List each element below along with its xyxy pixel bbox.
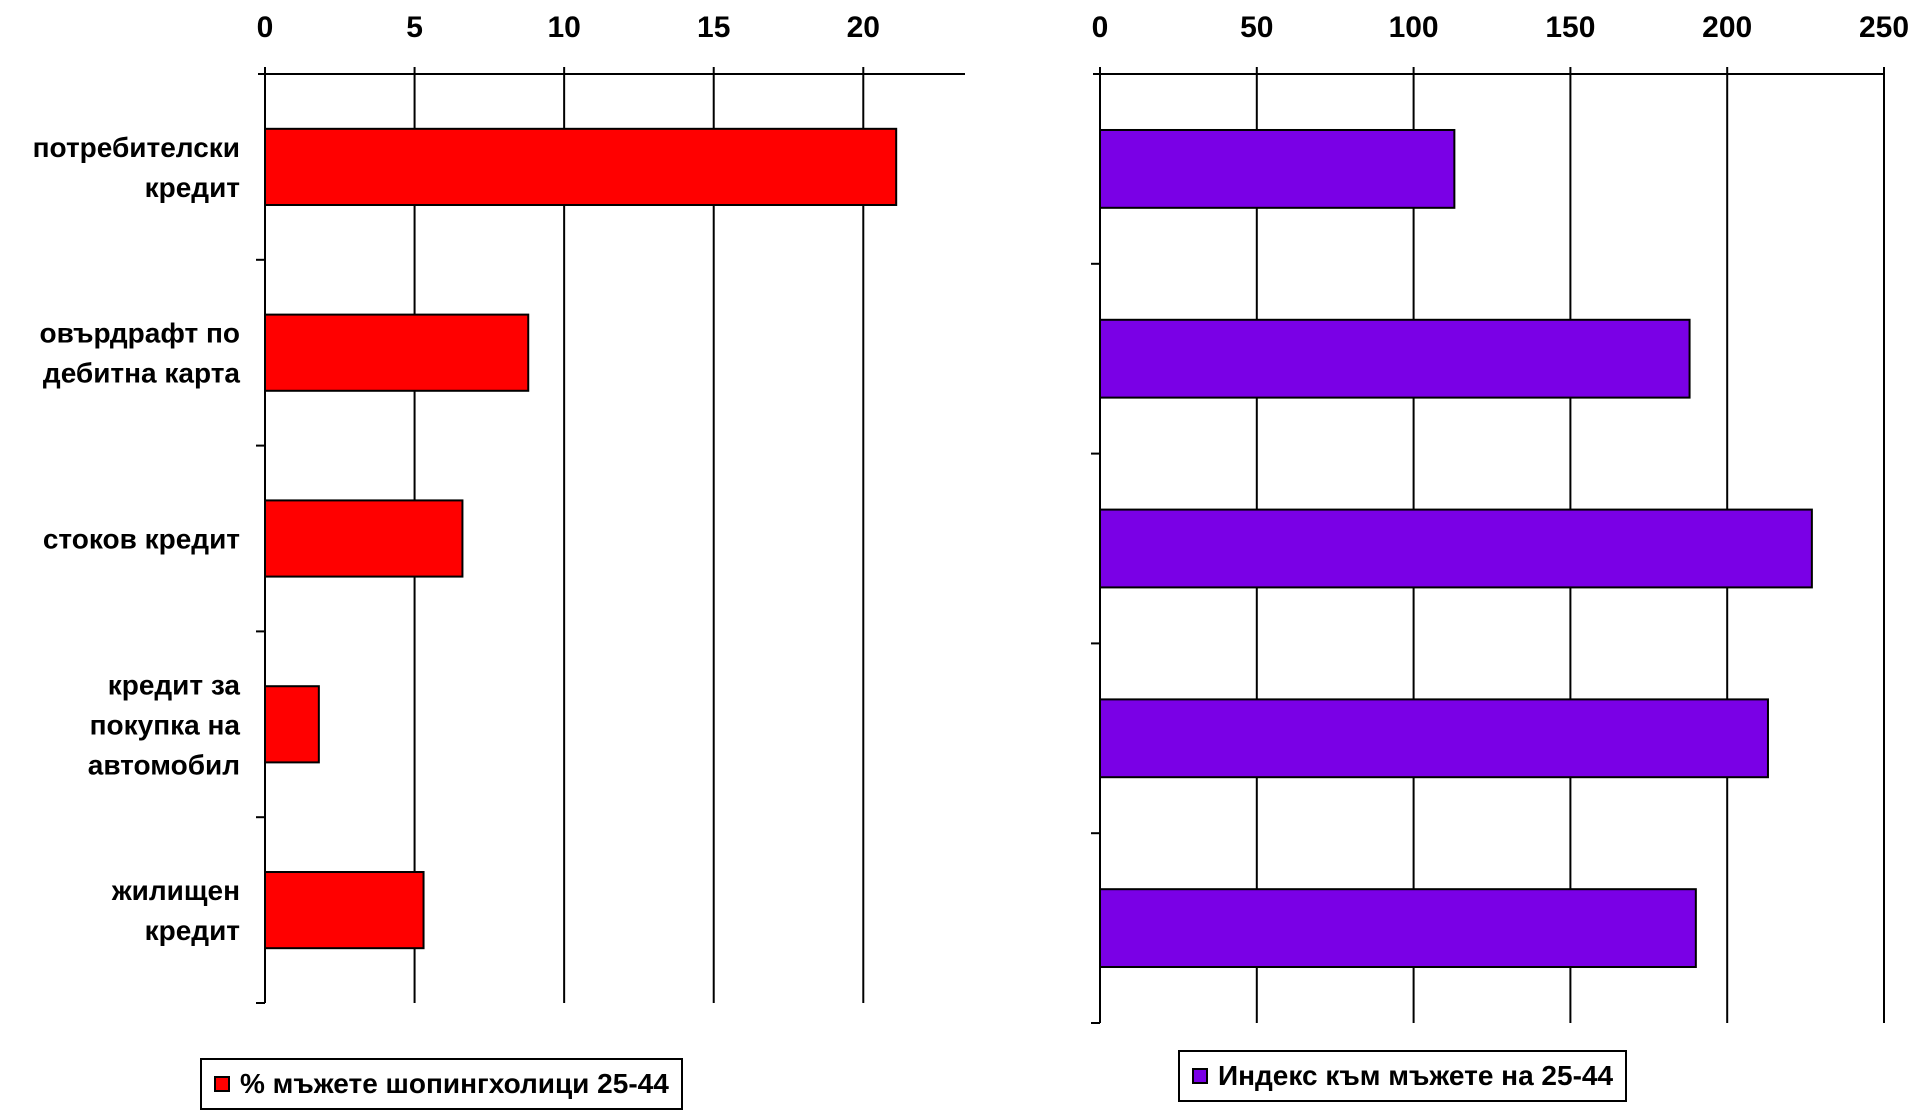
category-label-line: стоков кредит (43, 524, 240, 555)
category-label-line: потребителски (33, 132, 240, 163)
bar (1099, 508, 1813, 589)
bar (264, 127, 898, 206)
chart-right: 0 50 100 150 200 250 (1091, 11, 1908, 1024)
category-label-line: овърдрафт по (39, 318, 240, 349)
x-tick-label: 15 (697, 11, 730, 44)
category-label-line: автомобил (88, 749, 240, 780)
legend-right-swatch (1192, 1068, 1208, 1084)
category-label-line: покупка на (90, 709, 241, 740)
x-tick-label: 250 (1859, 11, 1908, 44)
chart-left: 0 5 10 15 20 потребителски кредит овърдрафт по д… (33, 11, 965, 1004)
legend-left-label: % мъжете шопингхолици 25-44 (240, 1068, 669, 1099)
bar (1099, 888, 1697, 969)
bar (264, 871, 425, 950)
bar (1099, 318, 1691, 399)
category-label: стоков кредит (43, 524, 240, 555)
bar (1099, 128, 1456, 209)
x-tick-label: 100 (1389, 11, 1439, 44)
x-tick-label: 0 (257, 11, 274, 44)
x-tick-label: 0 (1092, 11, 1109, 44)
bar (264, 685, 320, 764)
bar (1099, 698, 1769, 779)
legend-right-label: Индекс към мъжете на 25-44 (1218, 1060, 1614, 1091)
category-label: кредит за покупка на автомобил (88, 669, 241, 780)
legend-right: Индекс към мъжете на 25-44 (1178, 1050, 1628, 1102)
category-label-line: жилищен (111, 875, 240, 906)
category-label: жилищен кредит (111, 875, 240, 946)
bar (264, 499, 464, 578)
x-tick-label: 150 (1545, 11, 1595, 44)
legend-left: % мъжете шопингхолици 25-44 (200, 1058, 683, 1110)
category-label: овърдрафт по дебитна карта (39, 318, 240, 389)
category-label-line: дебитна карта (43, 358, 240, 389)
x-tick-label: 200 (1702, 11, 1752, 44)
legend-left-swatch (214, 1076, 230, 1092)
x-tick-label: 50 (1240, 11, 1273, 44)
x-tick-label: 20 (847, 11, 880, 44)
category-label-line: кредит за (108, 669, 241, 700)
category-label: потребителски кредит (33, 132, 240, 203)
x-tick-label: 10 (547, 11, 580, 44)
category-label-line: кредит (145, 915, 240, 946)
x-tick-label: 5 (406, 11, 423, 44)
bar (264, 313, 530, 392)
category-label-line: кредит (145, 172, 240, 203)
